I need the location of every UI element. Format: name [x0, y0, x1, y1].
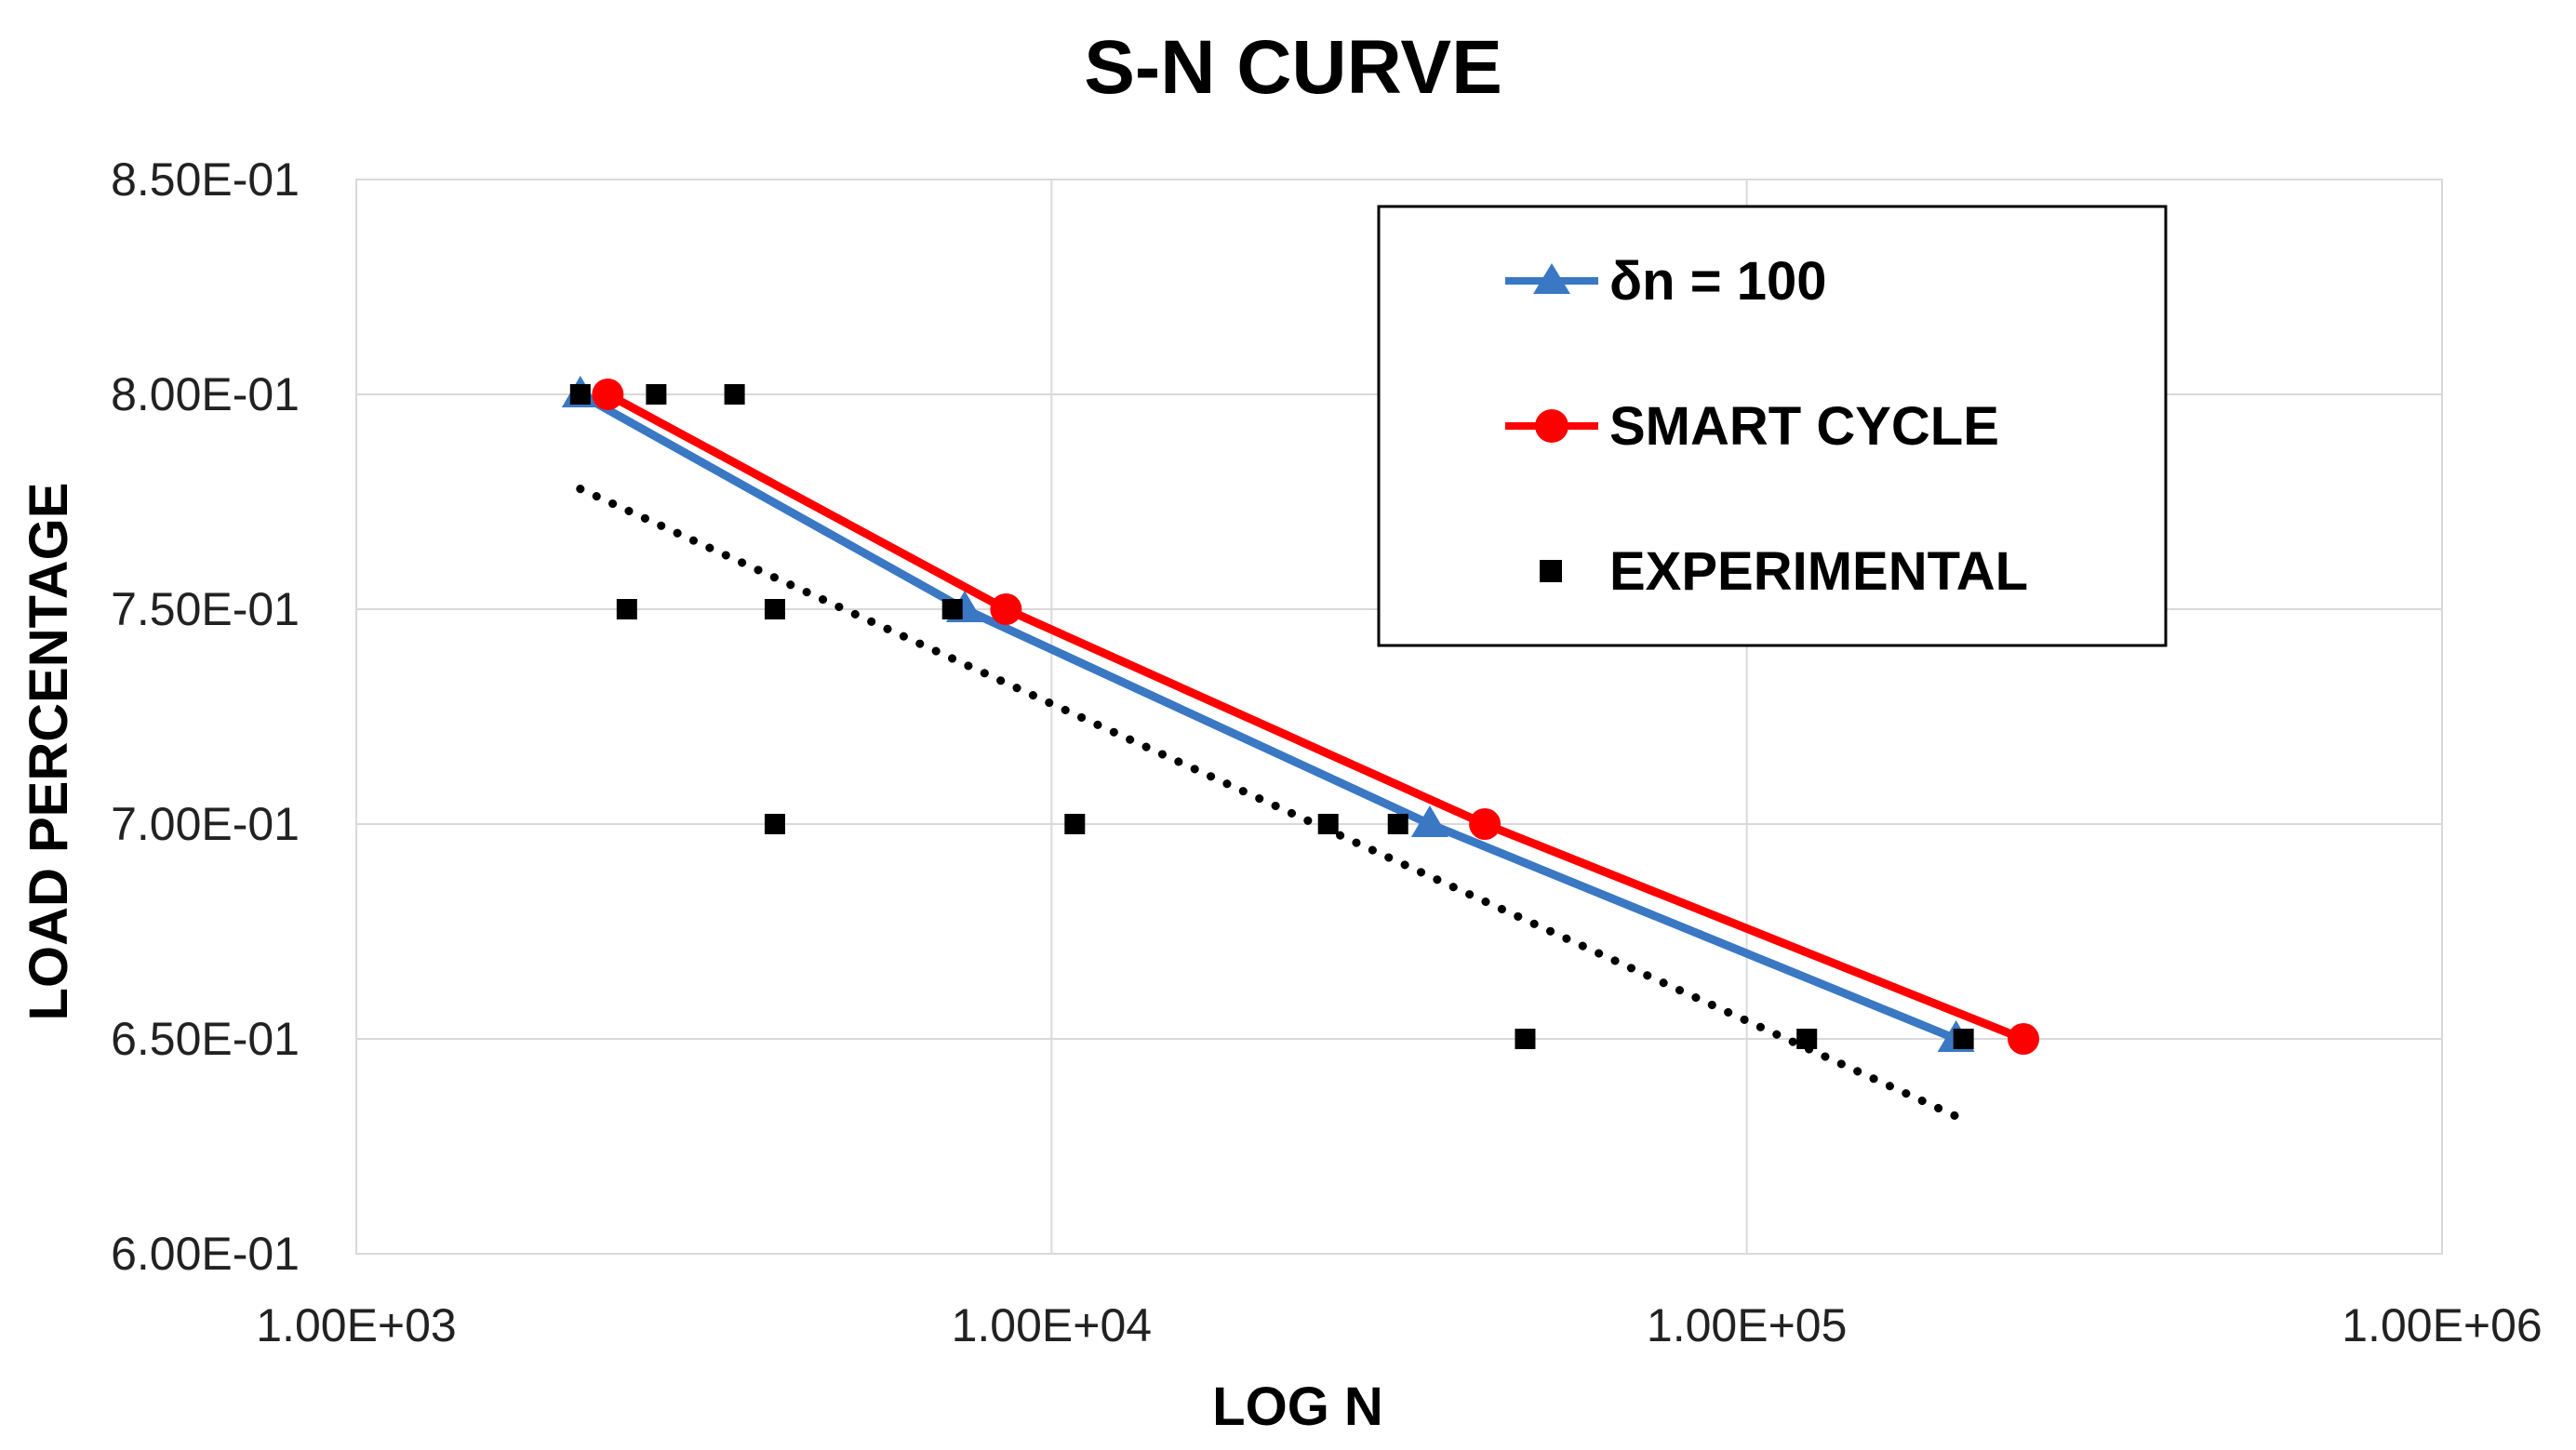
- legend-label-smart-cycle: SMART CYCLE: [1609, 396, 1999, 457]
- y-tick-label: 6.50E-01: [111, 1013, 300, 1065]
- series-smart-cycle: [592, 379, 2040, 1055]
- data-point-square: [1317, 814, 1339, 834]
- legend-item-dn100: δn = 100: [1505, 251, 1826, 312]
- trendline: [576, 485, 1961, 1121]
- data-point-circle: [592, 379, 624, 410]
- y-axis-title: LOAD PERCENTAGE: [19, 483, 79, 1021]
- data-point-square: [764, 814, 785, 834]
- legend: δn = 100 SMART CYCLE EXPERIMENTAL: [1377, 205, 2168, 647]
- legend-item-experimental: EXPERIMENTAL: [1540, 541, 2028, 602]
- legend-label-dn100: δn = 100: [1609, 251, 1826, 312]
- series-layer: [561, 376, 2040, 1055]
- y-tick-label: 7.00E-01: [111, 798, 300, 850]
- data-point-circle: [1469, 808, 1502, 840]
- data-point-square: [1796, 1029, 1818, 1049]
- x-tick-label: 1.00E+04: [952, 1299, 1152, 1351]
- y-tick-label: 8.00E-01: [111, 368, 300, 420]
- trendline-dotted: [576, 485, 1961, 1121]
- data-point-square: [1953, 1029, 1974, 1049]
- data-point-square: [1387, 814, 1408, 834]
- data-point-square: [616, 599, 637, 619]
- y-axis-tick-labels: 6.00E-01 6.50E-01 7.00E-01 7.50E-01 8.00E-01…: [111, 153, 300, 1280]
- data-point-triangle: [1410, 805, 1448, 837]
- y-tick-label: 7.50E-01: [111, 583, 300, 635]
- chart-title: S-N CURVE: [1084, 25, 1502, 110]
- data-point-square: [1515, 1029, 1536, 1049]
- x-axis-tick-labels: 1.00E+03 1.00E+04 1.00E+05 1.00E+06: [256, 1299, 2542, 1351]
- data-point-square: [941, 599, 963, 619]
- x-tick-label: 1.00E+06: [2342, 1299, 2542, 1351]
- series-line-n-100: [578, 391, 1958, 1044]
- y-tick-label: 8.50E-01: [111, 153, 300, 206]
- x-axis-title: LOG N: [1212, 1377, 1383, 1437]
- data-point-circle: [2008, 1023, 2040, 1055]
- data-point-circle: [990, 593, 1022, 625]
- legend-circle-marker: [1535, 409, 1568, 443]
- data-point-square: [569, 384, 591, 405]
- legend-item-smart-cycle: SMART CYCLE: [1505, 396, 1999, 457]
- series-line-smart-cycle: [606, 391, 2025, 1044]
- legend-triangle-marker: [1533, 263, 1570, 294]
- x-tick-label: 1.00E+03: [256, 1299, 456, 1351]
- plot-area-frame: [355, 179, 2443, 1255]
- data-point-square: [646, 384, 667, 405]
- y-tick-label: 6.00E-01: [111, 1228, 300, 1280]
- series-experimental: [569, 384, 1974, 1049]
- data-point-square: [1064, 814, 1086, 834]
- data-point-square: [764, 599, 785, 619]
- data-point-square: [724, 384, 745, 405]
- x-tick-label: 1.00E+05: [1647, 1299, 1847, 1351]
- legend-square-marker: [1540, 560, 1562, 582]
- legend-label-experimental: EXPERIMENTAL: [1609, 541, 2028, 602]
